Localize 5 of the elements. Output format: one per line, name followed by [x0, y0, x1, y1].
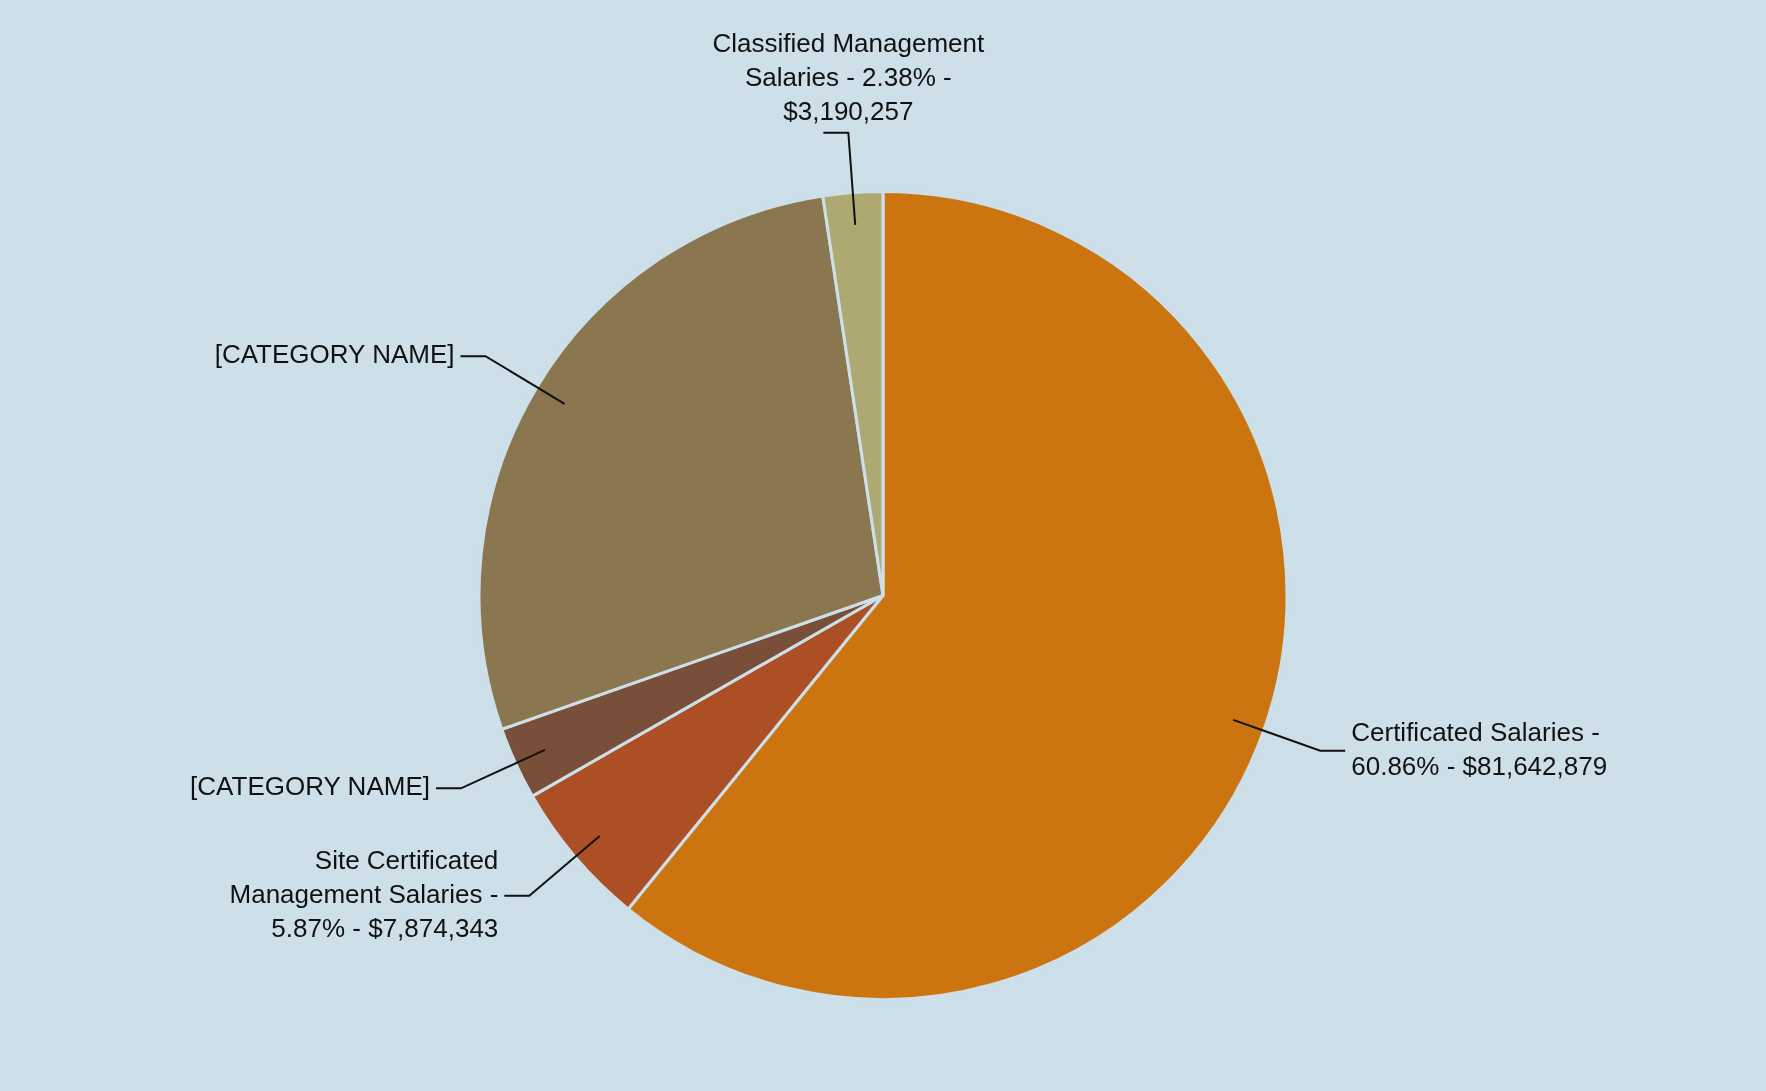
slice-label: Site Certificated Management Salaries - 5.87% - $7,874,343	[229, 845, 499, 944]
slice-label: [CATEGORY NAME]	[190, 771, 430, 802]
slice-label: Classified Management Salaries - 2.38% - $3,190,257	[712, 27, 985, 126]
slice-label: [CATEGORY NAME]	[214, 339, 455, 370]
slice-label: Certificated Salaries - 60.86% - $81,642,879	[1351, 716, 1608, 781]
